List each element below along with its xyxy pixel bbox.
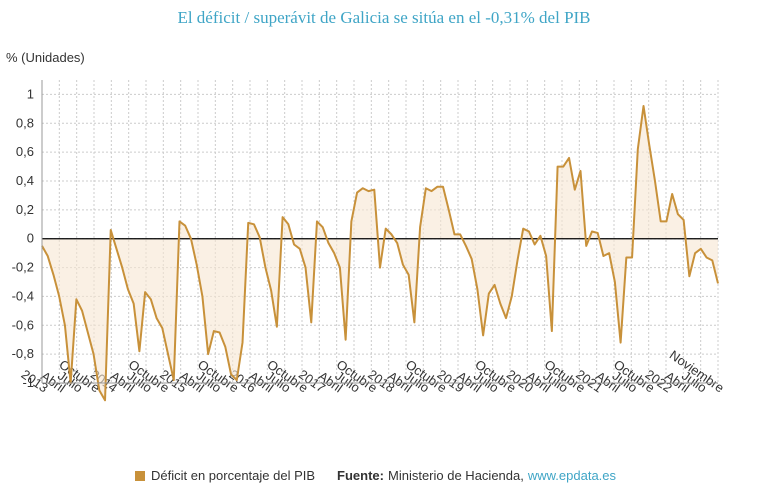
y-tick-label: -0,8 bbox=[12, 346, 34, 361]
y-tick-label: 0,4 bbox=[16, 173, 34, 188]
source-text: Ministerio de Hacienda, bbox=[388, 468, 524, 483]
y-tick-label: 0,2 bbox=[16, 202, 34, 217]
source-link[interactable]: www.epdata.es bbox=[527, 468, 617, 483]
y-tick-label: -0,2 bbox=[12, 260, 34, 275]
area-fill bbox=[42, 105, 718, 401]
y-axis-unit-label: % (Unidades) bbox=[6, 50, 85, 65]
chart-title: El déficit / superávit de Galicia se sit… bbox=[177, 8, 591, 27]
y-tick-label: 0,8 bbox=[16, 115, 34, 130]
series-line bbox=[41, 104, 719, 402]
y-tick-label: 0 bbox=[27, 231, 34, 246]
y-tick-label: -0,6 bbox=[12, 317, 34, 332]
legend: Déficit en porcentaje del PIB Fuente: Mi… bbox=[135, 468, 616, 483]
y-tick-label: -1 bbox=[22, 375, 34, 390]
y-tick-label: 1 bbox=[27, 86, 34, 101]
legend-swatch bbox=[135, 470, 145, 481]
y-tick-label: -0,4 bbox=[12, 288, 34, 303]
source-label: Fuente: bbox=[337, 468, 384, 483]
y-tick-label: 0,6 bbox=[16, 144, 34, 159]
legend-series-label: Déficit en porcentaje del PIB bbox=[151, 468, 316, 483]
